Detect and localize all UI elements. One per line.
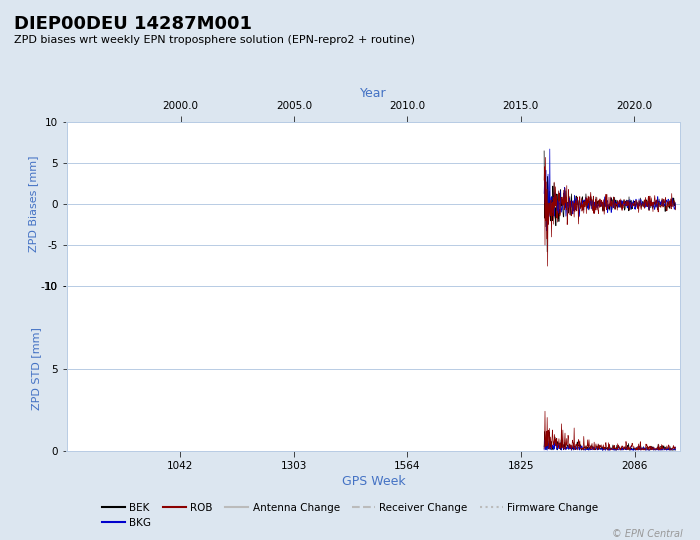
Text: © EPN Central: © EPN Central [612,529,682,539]
X-axis label: Year: Year [360,87,387,100]
X-axis label: GPS Week: GPS Week [342,476,405,489]
Y-axis label: ZPD STD [mm]: ZPD STD [mm] [32,327,41,410]
Text: DIEP00DEU 14287M001: DIEP00DEU 14287M001 [14,15,252,33]
Legend: BEK, BKG, ROB, Antenna Change, Receiver Change, Firmware Change: BEK, BKG, ROB, Antenna Change, Receiver … [97,498,603,532]
Y-axis label: ZPD Biases [mm]: ZPD Biases [mm] [28,156,38,252]
Text: ZPD biases wrt weekly EPN troposphere solution (EPN-repro2 + routine): ZPD biases wrt weekly EPN troposphere so… [14,35,415,45]
